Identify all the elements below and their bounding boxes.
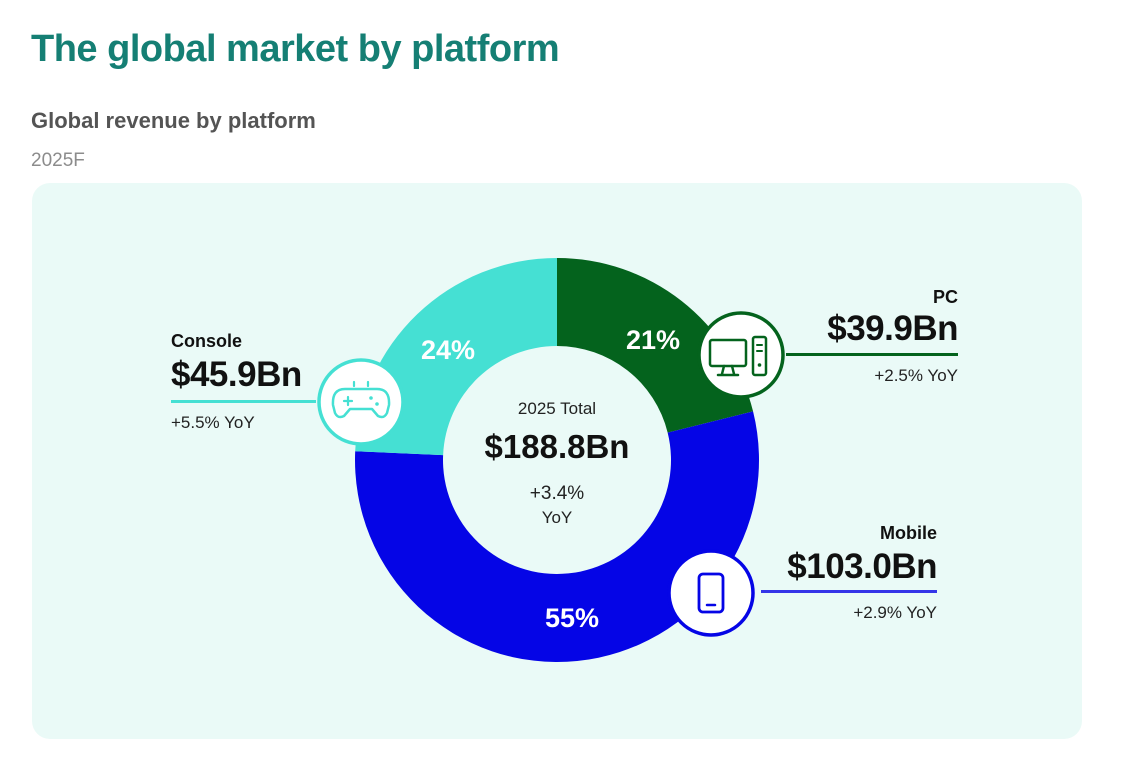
slice-label-console: 24% (421, 335, 475, 365)
slice-label-mobile: 55% (545, 603, 599, 633)
pc-callout: PC $39.9Bn +2.5% YoY (782, 287, 959, 386)
mobile-leader-line (761, 589, 937, 593)
console-yoy: +5.5% YoY (171, 412, 255, 432)
smartphone-icon (667, 549, 755, 637)
pc-value: $39.9Bn (827, 309, 958, 348)
console-callout: Console $45.9Bn +5.5% YoY (171, 331, 321, 433)
center-total-label: 2025 Total (518, 399, 596, 418)
mobile-name: Mobile (880, 523, 937, 543)
mobile-yoy: +2.9% YoY (853, 602, 937, 622)
chart-subtitle: Global revenue by platform (31, 108, 316, 133)
gamepad-icon (317, 358, 405, 446)
center-total-yoy-unit: YoY (542, 508, 573, 527)
console-leader-line (171, 399, 316, 403)
slice-label-pc: 21% (626, 325, 680, 355)
donut-slice-console (355, 258, 557, 456)
center-total-yoy: +3.4% (530, 483, 585, 504)
pc-name: PC (932, 287, 958, 307)
chart-panel: 2025 Total $188.8Bn +3.4% YoY 21% 55% 24… (32, 183, 1082, 739)
donut-chart: 2025 Total $188.8Bn +3.4% YoY 21% 55% 24… (317, 258, 785, 662)
pc-yoy: +2.5% YoY (874, 365, 958, 385)
chart-period: 2025F (31, 150, 85, 171)
desktop-computer-icon (697, 311, 785, 399)
mobile-callout: Mobile $103.0Bn +2.9% YoY (757, 523, 938, 623)
console-name: Console (171, 331, 243, 351)
pc-leader-line (786, 352, 958, 356)
page-title: The global market by platform (31, 28, 560, 70)
console-value: $45.9Bn (171, 355, 302, 394)
center-total-value: $188.8Bn (485, 428, 630, 465)
donut-slice-pc (557, 258, 754, 433)
donut-slice-mobile (355, 411, 760, 662)
mobile-value: $103.0Bn (787, 547, 937, 586)
